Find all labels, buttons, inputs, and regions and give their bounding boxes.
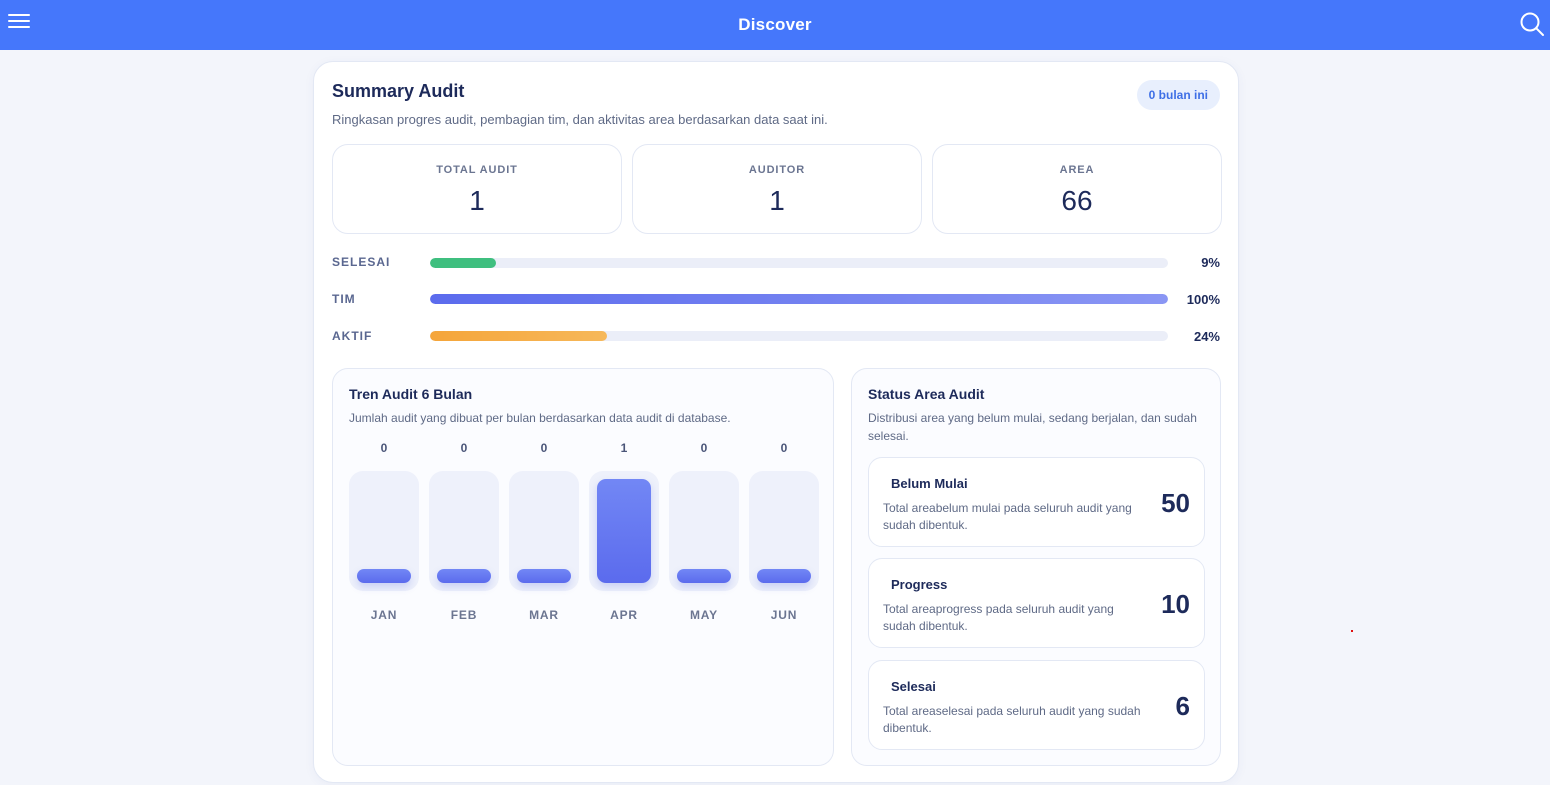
status-desc-line: Total areaprogress pada seluruh audit ya… xyxy=(883,602,1114,616)
summary-title: Summary Audit xyxy=(332,81,465,101)
bar-feb xyxy=(437,569,491,583)
stat-label: AUDITOR xyxy=(748,164,806,176)
page-title: Discover xyxy=(738,15,812,34)
status-item-selesai: Selesai Total areaselesai pada seluruh a… xyxy=(868,660,1205,750)
bar-column-mar: 0 MAR xyxy=(509,441,579,622)
bar-category-label: MAR xyxy=(529,608,559,622)
status-count: 50 xyxy=(1161,488,1190,518)
top-app-bar: Discover xyxy=(0,0,1550,50)
bar-column-jun: 0 JUN xyxy=(749,441,819,622)
progress-bar-selesai xyxy=(430,258,1168,268)
search-icon[interactable] xyxy=(1519,11,1545,37)
bar-column-may: 0 MAY xyxy=(669,441,739,622)
bar-track xyxy=(669,471,739,591)
trend-panel: Tren Audit 6 Bulan Jumlah audit yang dib… xyxy=(332,368,834,766)
stat-value: 1 xyxy=(469,185,485,216)
stat-total-audit: TOTAL AUDIT 1 xyxy=(332,144,622,234)
stat-auditor: AUDITOR 1 xyxy=(632,144,922,234)
status-count: 10 xyxy=(1161,589,1190,619)
bar-jun xyxy=(757,569,811,583)
bar-category-label: APR xyxy=(610,608,638,622)
bar-jan xyxy=(357,569,411,583)
bar-track xyxy=(349,471,419,591)
status-item-progress: Progress Total areaprogress pada seluruh… xyxy=(868,558,1205,648)
status-desc-line: sudah dibentuk. xyxy=(883,518,968,532)
trend-title: Tren Audit 6 Bulan xyxy=(349,386,473,402)
bar-category-label: FEB xyxy=(450,608,478,622)
bar-column-feb: 0 FEB xyxy=(429,441,499,622)
bar-value-label: 1 xyxy=(620,441,628,455)
bar-apr xyxy=(597,479,651,583)
status-description: Total areabelum mulai pada seluruh audit… xyxy=(883,500,1153,534)
bar-category-label: JUN xyxy=(770,608,798,622)
month-badge: 0 bulan ini xyxy=(1136,80,1220,110)
status-description: Total areaselesai pada seluruh audit yan… xyxy=(883,703,1153,737)
bar-track xyxy=(749,471,819,591)
progress-label-selesai: SELESAI xyxy=(332,255,391,269)
bar-value-label: 0 xyxy=(540,441,548,455)
bar-value-label: 0 xyxy=(780,441,788,455)
progress-label-aktif: AKTIF xyxy=(332,329,373,343)
summary-audit-card: Summary Audit Ringkasan progres audit, p… xyxy=(313,61,1239,783)
cursor-dot xyxy=(1351,630,1353,632)
progress-percent-selesai: 9% xyxy=(1201,255,1220,270)
status-description: Total areaprogress pada seluruh audit ya… xyxy=(883,601,1153,635)
status-desc-line: Total areabelum mulai pada seluruh audit… xyxy=(883,501,1132,515)
bar-category-label: JAN xyxy=(370,608,398,622)
bar-column-apr: 1 APR xyxy=(589,441,659,622)
progress-fill xyxy=(430,258,497,268)
progress-fill xyxy=(430,294,1168,304)
status-subtitle: Distribusi area yang belum mulai, sedang… xyxy=(868,409,1197,445)
trend-subtitle: Jumlah audit yang dibuat per bulan berda… xyxy=(349,411,731,425)
status-desc-line: dibentuk. xyxy=(883,721,932,735)
stat-area: AREA 66 xyxy=(932,144,1222,234)
stat-label: AREA xyxy=(1059,164,1095,176)
bar-value-label: 0 xyxy=(380,441,388,455)
status-panel: Status Area Audit Distribusi area yang b… xyxy=(851,368,1221,766)
progress-bar-aktif xyxy=(430,331,1168,341)
summary-subtitle: Ringkasan progres audit, pembagian tim, … xyxy=(332,112,828,127)
status-desc-line: sudah dibentuk. xyxy=(883,619,968,633)
stat-value: 1 xyxy=(769,185,785,216)
bar-track xyxy=(509,471,579,591)
progress-fill xyxy=(430,331,608,341)
hamburger-menu-icon[interactable] xyxy=(8,14,30,32)
status-name: Belum Mulai xyxy=(891,476,968,491)
bar-value-label: 0 xyxy=(460,441,468,455)
bar-track xyxy=(429,471,499,591)
status-item-belum-mulai: Belum Mulai Total areabelum mulai pada s… xyxy=(868,457,1205,547)
status-subtitle-line: selesai. xyxy=(868,429,909,443)
bar-category-label: MAY xyxy=(690,608,718,622)
status-name: Progress xyxy=(891,577,948,592)
bar-value-label: 0 xyxy=(700,441,708,455)
status-desc-line: Total areaselesai pada seluruh audit yan… xyxy=(883,704,1141,718)
bar-column-jan: 0 JAN xyxy=(349,441,419,622)
progress-percent-tim: 100% xyxy=(1186,292,1220,307)
stat-value: 66 xyxy=(1061,185,1093,216)
status-subtitle-line: Distribusi area yang belum mulai, sedang… xyxy=(868,411,1197,425)
progress-label-tim: TIM xyxy=(332,292,356,306)
progress-bar-tim xyxy=(430,294,1168,304)
progress-percent-aktif: 24% xyxy=(1193,329,1220,344)
stat-label: TOTAL AUDIT xyxy=(436,164,518,176)
bar-track xyxy=(589,471,659,591)
status-name: Selesai xyxy=(891,679,936,694)
bar-mar xyxy=(517,569,571,583)
bar-may xyxy=(677,569,731,583)
status-title: Status Area Audit xyxy=(868,386,985,402)
status-count: 6 xyxy=(1175,691,1190,721)
